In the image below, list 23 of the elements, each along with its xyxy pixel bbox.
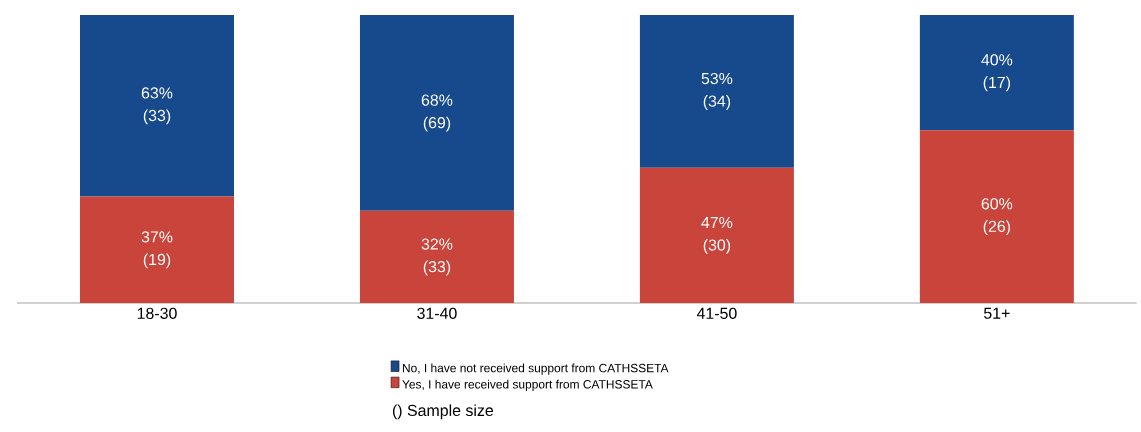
legend-label: Yes, I have received support from CATHSSETA: [402, 379, 653, 391]
data-label: 47% (30): [701, 216, 733, 254]
data-label: 40% (17): [981, 54, 1013, 92]
x-tick-label: 41-50: [696, 307, 737, 320]
bar: [919, 130, 1074, 304]
bar: [639, 15, 794, 168]
data-label: 32% (33): [421, 238, 453, 276]
x-tick-label: 51+: [983, 307, 1010, 319]
data-label: 63% (33): [141, 87, 173, 125]
legend-label: No, I have not received support from CATHSSETA: [402, 363, 669, 375]
x-tick-label: 18-30: [137, 307, 177, 320]
data-label: 60% (26): [981, 198, 1013, 236]
data-label: 68% (69): [421, 94, 453, 132]
bar: [359, 15, 514, 211]
bar: [919, 15, 1074, 131]
data-label: 37% (19): [141, 231, 173, 269]
bar: [639, 167, 794, 304]
bar: [80, 15, 234, 197]
text: () Sample size: [392, 404, 494, 420]
bar: [359, 210, 514, 304]
bar: [80, 196, 234, 304]
x-tick-label: 31-40: [417, 307, 457, 320]
data-label: 53% (34): [701, 72, 733, 110]
